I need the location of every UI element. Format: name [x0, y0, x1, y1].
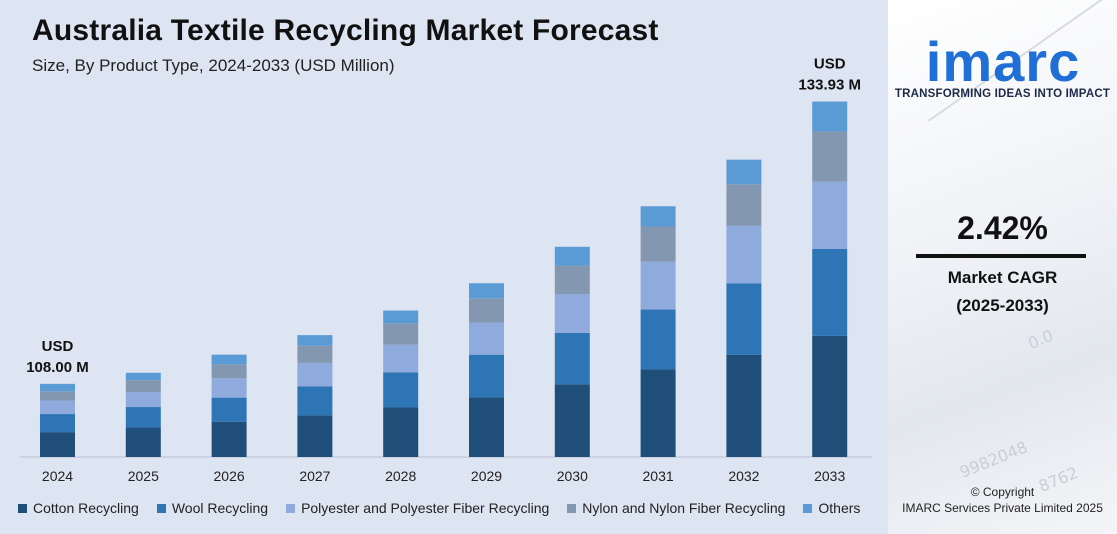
bar-segment-2030-4: [554, 246, 590, 266]
legend-item: Wool Recycling: [156, 500, 269, 516]
legend-label: Wool Recycling: [171, 500, 269, 516]
bar-segment-2029-1: [469, 354, 504, 398]
bar-segment-2028-0: [383, 407, 419, 457]
total-annotation-2024-line2: 108.00 M: [26, 359, 89, 376]
bar-segment-2032-1: [726, 283, 762, 355]
stacked-bar-chart: 2024 2025 2026 2027 2028 2029 2030 2031 2032 2033…: [20, 56, 872, 484]
bar-segment-2027-4: [297, 335, 333, 346]
bar-segment-2027-1: [297, 386, 333, 416]
bar-segment-2025-4: [125, 372, 161, 381]
x-tick-label: 2028: [385, 468, 416, 484]
copyright-text: © Copyright: [970, 485, 1035, 499]
bar-segment-2033-2: [812, 181, 848, 249]
x-tick-label: 2029: [471, 468, 502, 484]
bar-segment-2025-3: [125, 380, 161, 393]
legend-label: Others: [818, 500, 861, 516]
bar-segment-2033-0: [812, 335, 848, 457]
legend-label: Cotton Recycling: [33, 500, 139, 516]
company-name: IMARC Services Private Limited 2025: [902, 501, 1103, 515]
x-tick-label: 2026: [214, 468, 245, 484]
legend-swatch: [803, 503, 813, 513]
x-tick-label: 2033: [814, 468, 845, 484]
brand-tagline: TRANSFORMING IDEAS INTO IMPACT: [894, 88, 1111, 100]
legend-item: Polyester and Polyester Fiber Recycling: [286, 500, 549, 516]
legend-item: Nylon and Nylon Fiber Recycling: [567, 500, 785, 516]
legend-label: Nylon and Nylon Fiber Recycling: [582, 500, 786, 516]
bar-segment-2031-3: [640, 226, 676, 262]
chart-legend: Cotton Recycling Wool Recycling Polyester …: [18, 500, 860, 516]
bar-segment-2026-1: [211, 397, 247, 422]
bar-segment-2031-1: [640, 309, 676, 370]
bar-segment-2026-3: [211, 364, 247, 379]
bar-segment-2028-4: [383, 310, 419, 324]
x-tick-label: 2032: [728, 468, 759, 484]
bar-segment-2033-1: [812, 248, 848, 336]
chart-title: Australia Textile Recycling Market Forec…: [32, 14, 659, 47]
bar-segment-2030-1: [554, 332, 590, 385]
bar-segment-2024-0: [40, 432, 75, 457]
bar-segment-2028-2: [383, 344, 419, 373]
bar-segment-2031-0: [640, 369, 676, 457]
legend-item: Cotton Recycling: [18, 500, 139, 516]
imarc-logo: imarc: [898, 34, 1108, 90]
bar-segment-2026-2: [211, 378, 247, 398]
x-tick-label: 2024: [42, 468, 73, 484]
bar-segment-2024-3: [40, 391, 75, 401]
bar-segment-2029-0: [469, 397, 504, 457]
total-annotation-2033-line1: USD: [814, 56, 846, 73]
bar-segment-2029-2: [469, 322, 504, 355]
legend-swatch: [18, 503, 27, 513]
bar-segment-2030-3: [554, 265, 590, 295]
bar-segment-2028-1: [383, 372, 419, 408]
bar-segment-2025-2: [125, 392, 161, 408]
bar-segment-2033-4: [812, 101, 848, 132]
chart-panel: Australia Textile Recycling Market Forec…: [0, 0, 888, 534]
legend-swatch: [286, 503, 296, 513]
x-tick-label: 2025: [128, 468, 159, 484]
bar-segment-2024-1: [40, 414, 75, 433]
bar-segment-2028-3: [383, 323, 419, 345]
cagr-period: (2025-2033): [956, 296, 1049, 315]
logo-text: imarc: [925, 30, 1081, 93]
bar-segment-2030-2: [554, 294, 590, 333]
bar-segment-2026-4: [211, 354, 247, 365]
total-annotation-2024-line1: USD: [42, 338, 74, 355]
bar-segment-2031-2: [640, 261, 676, 310]
total-annotation-2033-line2: 133.93 M: [798, 77, 861, 94]
decorative-number: 0.0: [1025, 325, 1057, 354]
bar-segment-2025-0: [125, 427, 161, 457]
decorative-number: 9982048: [957, 437, 1031, 482]
chart-subtitle: Size, By Product Type, 2024-2033 (USD Mi…: [32, 56, 395, 75]
cagr-divider: [916, 254, 1086, 258]
bar-segment-2027-0: [297, 415, 333, 457]
bar-segment-2024-2: [40, 400, 75, 415]
bar-segment-2032-4: [726, 159, 762, 185]
cagr-label: Market CAGR: [947, 268, 1058, 287]
bar-segment-2029-3: [469, 298, 504, 323]
legend-swatch: [567, 503, 577, 513]
cagr-value: 2.42%: [957, 210, 1048, 246]
bar-segment-2027-3: [297, 345, 333, 363]
bar-segment-2032-2: [726, 225, 762, 284]
bar-segment-2031-4: [640, 206, 676, 227]
bar-segment-2033-3: [812, 131, 848, 182]
x-tick-label: 2030: [557, 468, 588, 484]
x-tick-label: 2031: [643, 468, 674, 484]
bar-segment-2030-0: [554, 384, 590, 457]
legend-item: Others: [803, 500, 860, 516]
bar-segment-2025-1: [125, 407, 161, 428]
x-tick-label: 2027: [299, 468, 330, 484]
bar-segment-2032-3: [726, 184, 762, 226]
bar-segment-2027-2: [297, 362, 333, 387]
bar-segment-2029-4: [469, 283, 504, 299]
bar-segment-2032-0: [726, 354, 762, 457]
bar-segment-2024-4: [40, 383, 75, 392]
legend-swatch: [156, 503, 166, 513]
brand-panel: 0.0 9982048 8762 imarc TRANSFORMING IDEA…: [888, 0, 1117, 534]
bar-segment-2026-0: [211, 421, 247, 457]
legend-label: Polyester and Polyester Fiber Recycling: [301, 500, 550, 516]
